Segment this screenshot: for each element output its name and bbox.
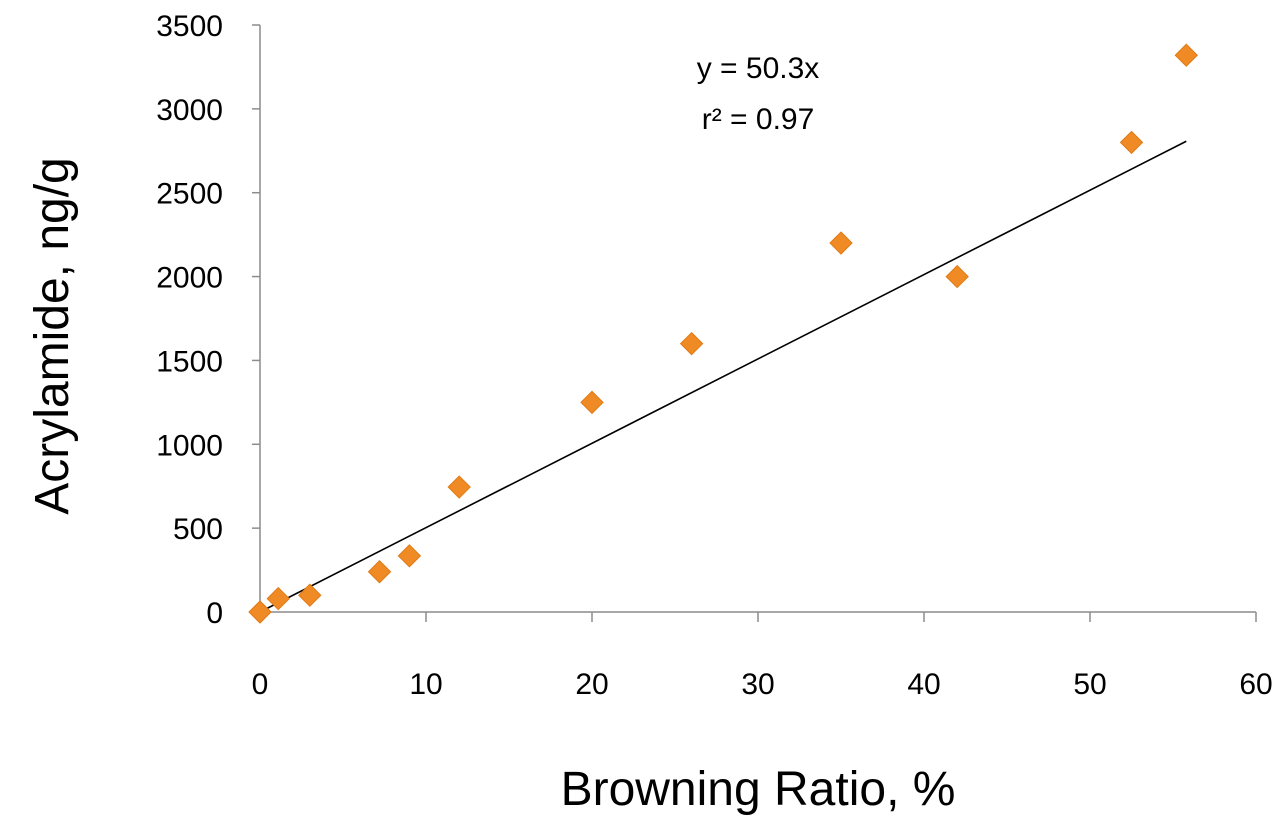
data-point [679, 331, 704, 356]
x-tick-label: 0 [252, 668, 269, 701]
y-tick-label: 500 [173, 513, 223, 546]
data-point [1174, 43, 1198, 67]
y-tick-label: 1000 [156, 429, 223, 462]
data-point [397, 544, 422, 568]
data-point [298, 583, 322, 607]
x-tick-label: 40 [907, 668, 940, 701]
x-tick-label: 10 [409, 668, 442, 701]
y-tick-label: 3000 [156, 94, 223, 127]
y-tick-label: 2500 [156, 178, 223, 211]
x-tick-label: 30 [741, 668, 774, 701]
annotation-r-squared: r² = 0.97 [702, 103, 815, 136]
trendline [259, 140, 1187, 613]
x-axis-title: Browning Ratio, % [561, 763, 956, 816]
data-point [248, 600, 272, 624]
y-axis-title: Acrylamide, ng/g [26, 157, 79, 515]
data-points [248, 43, 1198, 624]
trendline-layer [259, 140, 1187, 613]
y-tick-label: 0 [206, 597, 223, 630]
data-point [945, 264, 969, 289]
data-point [447, 475, 471, 499]
axes: 0 10 20 30 40 50 60 0 500 1000 1500 2000 2500 3000 350… [156, 10, 1272, 701]
data-point [266, 586, 290, 611]
y-tick-label: 2000 [156, 262, 223, 295]
y-tick-label: 1500 [156, 345, 223, 378]
data-point [1119, 130, 1144, 155]
data-point [367, 560, 392, 584]
annotation-equation: y = 50.3x [697, 52, 820, 85]
data-point [829, 231, 853, 255]
x-tick-label: 60 [1239, 668, 1272, 701]
data-point [580, 390, 604, 415]
x-tick-label: 50 [1073, 668, 1106, 701]
y-tick-label: 3500 [156, 10, 223, 43]
x-tick-label: 20 [575, 668, 608, 701]
